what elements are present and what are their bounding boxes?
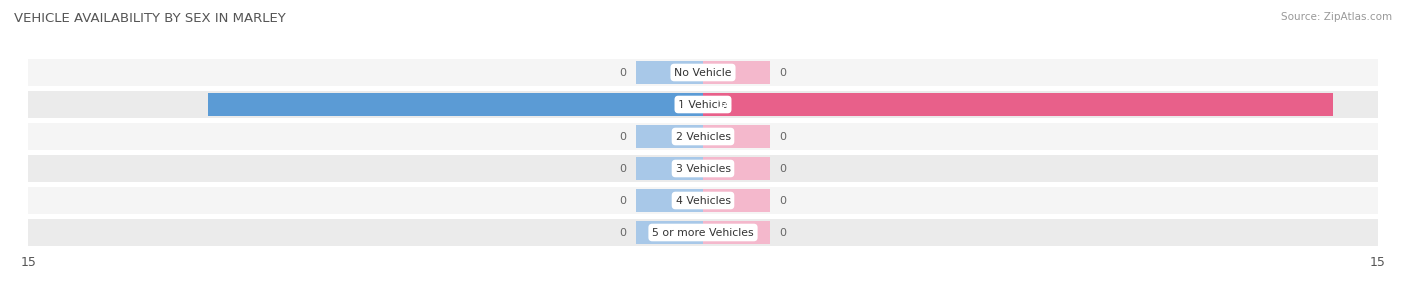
Bar — [28, 155, 1378, 182]
Bar — [636, 189, 703, 212]
Text: 0: 0 — [779, 228, 786, 238]
Text: 1 Vehicle: 1 Vehicle — [678, 99, 728, 109]
Text: 0: 0 — [620, 196, 627, 206]
Legend: Male, Female: Male, Female — [628, 303, 778, 305]
Text: 0: 0 — [620, 131, 627, 142]
Bar — [703, 221, 770, 244]
Text: VEHICLE AVAILABILITY BY SEX IN MARLEY: VEHICLE AVAILABILITY BY SEX IN MARLEY — [14, 12, 285, 25]
Text: 2 Vehicles: 2 Vehicles — [675, 131, 731, 142]
Bar — [703, 189, 770, 212]
Bar — [208, 93, 703, 116]
Text: 0: 0 — [620, 163, 627, 174]
Text: 0: 0 — [779, 67, 786, 77]
Text: 11: 11 — [673, 99, 689, 109]
Bar — [28, 123, 1378, 150]
Text: Source: ZipAtlas.com: Source: ZipAtlas.com — [1281, 12, 1392, 22]
Text: 4 Vehicles: 4 Vehicles — [675, 196, 731, 206]
Bar — [28, 59, 1378, 86]
Text: No Vehicle: No Vehicle — [675, 67, 731, 77]
Bar — [703, 61, 770, 84]
Bar — [636, 221, 703, 244]
Text: 0: 0 — [779, 131, 786, 142]
Text: 0: 0 — [620, 67, 627, 77]
Bar — [28, 219, 1378, 246]
Text: 0: 0 — [779, 196, 786, 206]
Text: 5 or more Vehicles: 5 or more Vehicles — [652, 228, 754, 238]
Bar — [703, 93, 1333, 116]
Bar — [28, 187, 1378, 214]
Bar — [636, 61, 703, 84]
Bar — [636, 157, 703, 180]
Text: 14: 14 — [717, 99, 733, 109]
Text: 3 Vehicles: 3 Vehicles — [675, 163, 731, 174]
Bar — [28, 91, 1378, 118]
Bar — [703, 125, 770, 148]
Bar — [636, 125, 703, 148]
Text: 0: 0 — [779, 163, 786, 174]
Bar — [703, 157, 770, 180]
Text: 0: 0 — [620, 228, 627, 238]
